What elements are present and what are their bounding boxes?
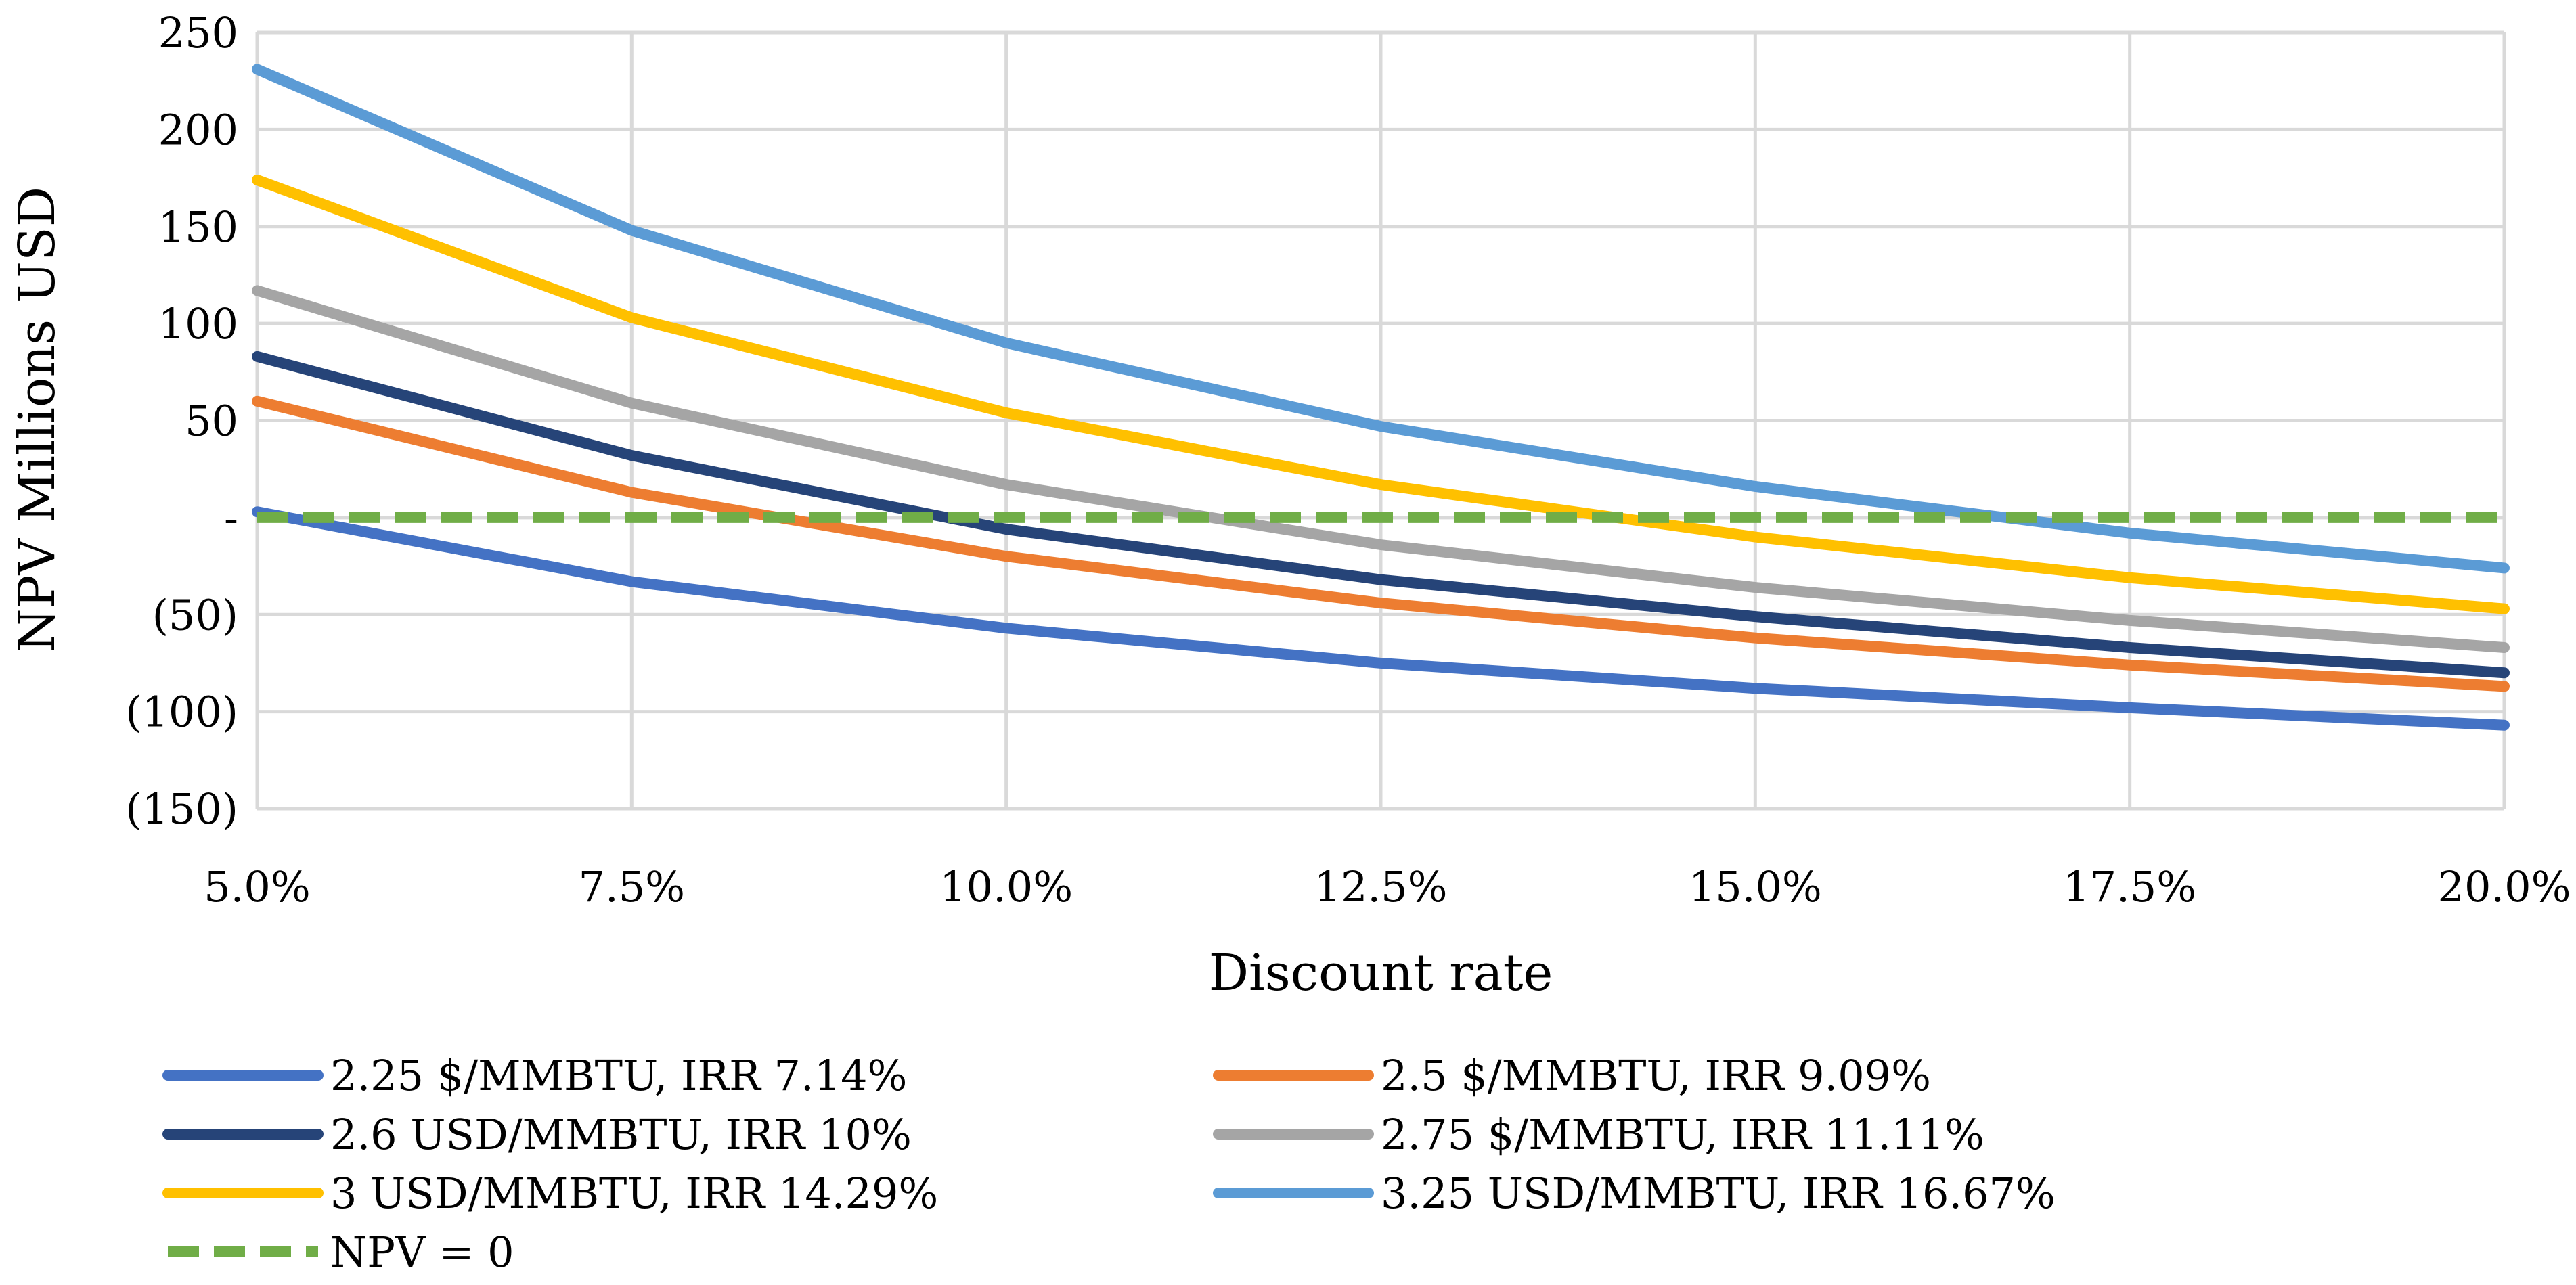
series-line-2-75-mmbtu-irr-11-11 bbox=[252, 285, 2510, 653]
series-line-2-5-mmbtu-irr-9-09 bbox=[252, 395, 2510, 692]
x-tick-label: 17.5% bbox=[2063, 862, 2196, 911]
y-tick-label: (50) bbox=[152, 590, 238, 639]
series-lines bbox=[252, 64, 2510, 731]
x-tick-label: 7.5% bbox=[579, 862, 686, 911]
y-tick-label: (100) bbox=[125, 687, 238, 737]
legend-label: 2.6 USD/MMBTU, IRR 10% bbox=[330, 1110, 912, 1159]
legend: 2.25 $/MMBTU, IRR 7.14% 2.5 $/MMBTU, IRR … bbox=[162, 1051, 2056, 1277]
legend-item: 3.25 USD/MMBTU, IRR 16.67% bbox=[1213, 1169, 2056, 1218]
y-tick-label: 250 bbox=[158, 8, 238, 58]
legend-label: NPV = 0 bbox=[330, 1227, 514, 1277]
tick-labels: 250 200 150 100 50 - (50) (100) (150) 5.0% 7.5% 10.… bbox=[125, 8, 2571, 911]
series-line-3-usd-mmbtu-irr-14-29 bbox=[252, 174, 2510, 614]
series-line-2-6-usd-mmbtu-irr-10 bbox=[252, 351, 2510, 679]
legend-item: 2.25 $/MMBTU, IRR 7.14% bbox=[162, 1051, 907, 1100]
y-tick-label: - bbox=[224, 493, 238, 543]
x-tick-label: 5.0% bbox=[204, 862, 311, 911]
x-axis-title: Discount rate bbox=[1209, 944, 1553, 1002]
legend-item: NPV = 0 bbox=[168, 1227, 514, 1277]
legend-item: 2.6 USD/MMBTU, IRR 10% bbox=[162, 1110, 912, 1159]
x-tick-label: 20.0% bbox=[2438, 862, 2571, 911]
y-tick-label: (150) bbox=[125, 784, 238, 834]
legend-item: 2.5 $/MMBTU, IRR 9.09% bbox=[1213, 1051, 1931, 1100]
x-tick-label: 10.0% bbox=[939, 862, 1073, 911]
legend-item: 2.75 $/MMBTU, IRR 11.11% bbox=[1213, 1110, 1984, 1159]
legend-label: 2.5 $/MMBTU, IRR 9.09% bbox=[1381, 1051, 1931, 1100]
y-tick-label: 100 bbox=[158, 299, 238, 348]
legend-label: 2.75 $/MMBTU, IRR 11.11% bbox=[1381, 1110, 1984, 1159]
legend-label: 3 USD/MMBTU, IRR 14.29% bbox=[330, 1169, 938, 1218]
x-tick-label: 15.0% bbox=[1689, 862, 1822, 911]
legend-label: 3.25 USD/MMBTU, IRR 16.67% bbox=[1381, 1169, 2056, 1218]
legend-item: 3 USD/MMBTU, IRR 14.29% bbox=[162, 1169, 938, 1218]
series-line-2-25-mmbtu-irr-7-14 bbox=[252, 506, 2510, 731]
y-tick-label: 200 bbox=[158, 105, 238, 154]
x-tick-label: 12.5% bbox=[1314, 862, 1448, 911]
y-tick-label: 50 bbox=[185, 397, 238, 446]
series-line-3-25-usd-mmbtu-irr-16-67 bbox=[252, 64, 2510, 574]
legend-label: 2.25 $/MMBTU, IRR 7.14% bbox=[330, 1051, 907, 1100]
y-axis-title: NPV Millions USD bbox=[8, 187, 66, 652]
y-tick-label: 150 bbox=[158, 202, 238, 252]
